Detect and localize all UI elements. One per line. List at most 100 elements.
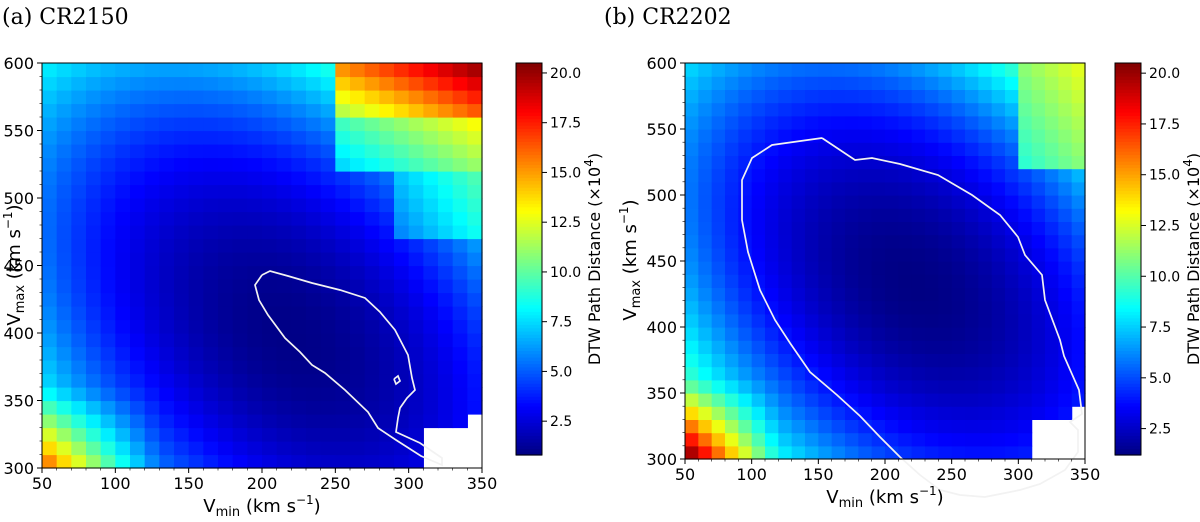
- panel-b-cell: [978, 208, 993, 222]
- panel-a-cell: [100, 387, 116, 402]
- panel-b-cell: [951, 247, 966, 262]
- panel-a-cell: [452, 265, 468, 280]
- panel-b-cell: [885, 393, 899, 407]
- panel-a-contour: [254, 270, 443, 467]
- panel-a-cell: [159, 211, 175, 226]
- panel-b-cell: [1045, 76, 1059, 90]
- panel-b-cell: [991, 221, 1006, 236]
- panel-a-cell: [423, 252, 439, 267]
- panel-a-cell: [350, 225, 366, 240]
- panel-a-colorbar-segment: [516, 435, 542, 440]
- panel-b-cell: [951, 445, 966, 460]
- panel-a-colorbar-segment: [516, 265, 542, 270]
- panel-a-colorbar-segment: [516, 187, 542, 191]
- panel-a-colorbar-segment: [516, 419, 542, 423]
- panel-a-cell: [423, 198, 439, 213]
- panel-b-cell: [965, 115, 979, 130]
- panel-b-cell: [1005, 274, 1019, 288]
- panel-a-cell: [262, 454, 278, 469]
- panel-a-cell: [262, 63, 278, 78]
- panel-a-cell: [56, 198, 72, 213]
- panel-a-colorbar-segment: [516, 357, 542, 361]
- panel-a-cell: [42, 63, 58, 78]
- panel-a-colorbar-segment: [516, 216, 542, 221]
- panel-b-cell: [818, 261, 833, 275]
- panel-b-cell: [978, 313, 993, 328]
- panel-b-colorbar-segment: [1115, 193, 1141, 198]
- panel-a-cell: [56, 279, 72, 294]
- panel-a-cell: [130, 441, 146, 456]
- panel-a-cell: [262, 117, 278, 132]
- panel-b-cell: [858, 379, 873, 394]
- panel-a-cell: [262, 265, 278, 280]
- panel-b-cell: [965, 406, 979, 420]
- panel-a-cell: [467, 63, 483, 78]
- panel-a-cell: [364, 211, 380, 226]
- panel-b-colorbar-segment: [1115, 343, 1141, 348]
- panel-b-cell: [938, 155, 953, 170]
- panel-a-cell: [262, 171, 278, 186]
- panel-a-cell: [379, 103, 395, 118]
- panel-a-cell: [174, 400, 190, 415]
- panel-b-cell: [738, 76, 753, 90]
- panel-b-cell: [845, 313, 859, 328]
- panel-a-cell: [86, 103, 102, 118]
- panel-b-cell: [1045, 406, 1059, 420]
- panel-b-cell: [871, 208, 886, 222]
- panel-b-cell: [871, 76, 886, 90]
- panel-b-cell: [818, 327, 833, 341]
- panel-a-cell: [276, 238, 292, 253]
- panel-a-cell: [86, 265, 102, 280]
- panel-a-cell: [306, 319, 322, 334]
- panel-b-cell: [751, 287, 766, 302]
- panel-a-cell: [218, 454, 234, 469]
- panel-a-cell: [203, 400, 219, 415]
- panel-b-cell: [1045, 221, 1059, 236]
- panel-b-cell: [898, 313, 913, 328]
- panel-a-cell: [438, 76, 454, 91]
- panel-a-cell: [467, 211, 483, 226]
- panel-a-cell: [218, 117, 234, 132]
- panel-b-cell: [698, 366, 713, 381]
- panel-b-colorbar-segment: [1115, 386, 1141, 391]
- panel-b-cell: [965, 379, 979, 394]
- panel-b-cell: [871, 340, 886, 354]
- panel-b-cell: [1018, 261, 1033, 275]
- panel-a-cell: [291, 157, 307, 172]
- panel-b-cell: [1071, 313, 1086, 328]
- panel-a-cell: [320, 76, 336, 91]
- panel-a-cell: [247, 198, 263, 213]
- panel-a-cell: [452, 117, 468, 132]
- panel-b-cell: [925, 115, 939, 130]
- panel-b-cell: [778, 155, 793, 170]
- panel-b-cell: [831, 168, 846, 183]
- panel-b-cell: [711, 208, 726, 222]
- panel-b-cell: [845, 208, 859, 222]
- panel-a-cell: [247, 238, 263, 253]
- panel-a-cell: [115, 198, 131, 213]
- panel-b-cell: [818, 89, 833, 104]
- panel-b-cell: [1031, 300, 1046, 315]
- panel-b-cell: [685, 366, 699, 381]
- panel-b-colorbar-segment: [1115, 272, 1141, 276]
- panel-a-colorbar-tick-label: 5.0: [550, 364, 572, 380]
- panel-a-colorbar-segment: [516, 128, 542, 133]
- panel-a-cell: [408, 319, 424, 334]
- panel-b-cell: [805, 274, 819, 288]
- panel-a-cell: [291, 130, 307, 145]
- panel-b-cell: [1031, 406, 1046, 420]
- panel-a-cell: [394, 333, 410, 348]
- panel-b-cell: [778, 445, 793, 460]
- panel-a-cell: [335, 157, 351, 172]
- panel-a-cell: [350, 211, 366, 226]
- panel-a-cell: [335, 117, 351, 132]
- panel-b-colorbar-segment: [1115, 298, 1141, 303]
- panel-b-cell: [911, 340, 926, 354]
- panel-b-cell: [1031, 181, 1046, 196]
- panel-b-cell: [898, 353, 913, 368]
- panel-b-cell: [965, 63, 979, 77]
- panel-a-cell: [438, 292, 454, 307]
- panel-a-cell: [262, 333, 278, 348]
- panel-a-cell: [320, 184, 336, 199]
- panel-b-cell: [898, 393, 913, 407]
